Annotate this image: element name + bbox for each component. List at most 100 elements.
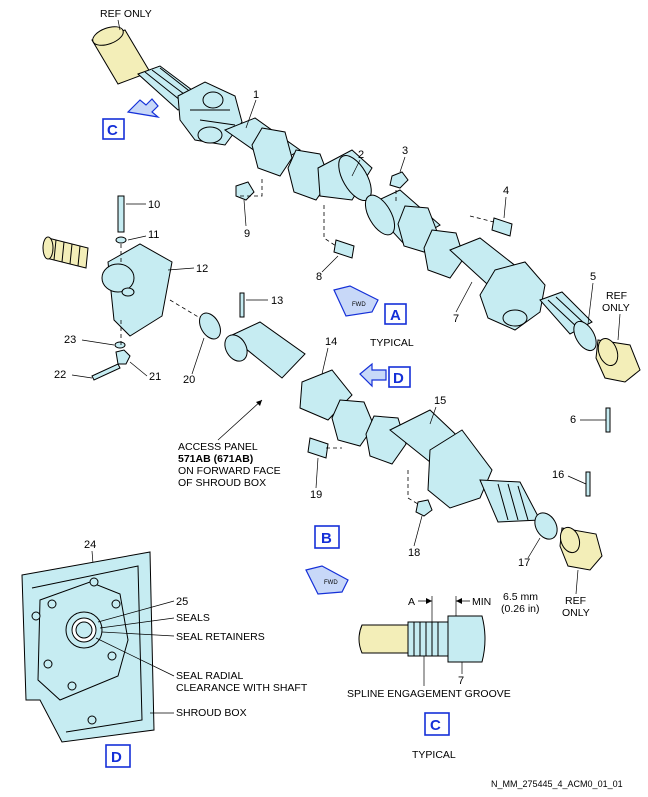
view-c-arrow	[126, 98, 161, 118]
view-box-b-label: B	[321, 530, 332, 547]
detail-c-spline: A MIN 6.5 mm (0.26 in) SPLINE ENGAGEMENT…	[347, 591, 540, 761]
fwd-label-a: FWD	[352, 302, 366, 308]
fwd-label-b: FWD	[324, 580, 338, 586]
dimension-min-label: MIN	[472, 596, 491, 608]
callout-1: 1	[253, 89, 259, 101]
view-box-c-top	[102, 118, 125, 140]
spline-shaft-ref-left	[42, 236, 89, 269]
spline-15	[479, 479, 541, 523]
callout-9: 9	[244, 228, 250, 240]
pin-16	[585, 471, 591, 497]
fwd-arrow-a	[333, 285, 379, 317]
callout-7: 7	[453, 313, 459, 325]
flange-1a	[251, 127, 293, 177]
view-box-b	[314, 525, 340, 549]
seals-label: SEALS	[176, 612, 210, 624]
callout-5: 5	[590, 271, 596, 283]
lower-shaft-assembly: D ACCESS PANEL 571AB (671AB) ON FORWARD …	[42, 195, 603, 619]
callout-6: 6	[570, 414, 576, 426]
bolt-4	[491, 217, 513, 237]
bolt-8	[333, 239, 355, 259]
boot-15	[427, 429, 493, 509]
nut-21	[115, 349, 131, 365]
view-box-c-top-label: C	[107, 122, 118, 139]
seal-ring-5	[573, 320, 597, 352]
flange-7b	[423, 229, 465, 279]
flange-15a	[365, 415, 407, 465]
seal-assembly	[65, 611, 103, 649]
bearing-housing-12	[101, 243, 173, 337]
seal-retainers-label: SEAL RETAINERS	[176, 631, 265, 643]
view-box-a	[384, 303, 407, 325]
drawing-id: N_MM_275445_4_ACM0_01_01	[491, 779, 623, 789]
callout-18: 18	[408, 547, 420, 559]
callout-15: 15	[434, 395, 446, 407]
access-panel-label-3: ON FORWARD FACE	[178, 465, 281, 477]
view-box-d-arrow-label: D	[393, 370, 404, 387]
access-panel-label-2: 571AB (671AB)	[178, 453, 253, 465]
callout-2: 2	[358, 149, 364, 161]
callout-23: 23	[64, 334, 76, 346]
callout-16: 16	[552, 469, 564, 481]
seal-17	[534, 512, 558, 540]
spline-hub-7	[447, 615, 486, 663]
spline-groove-label: SPLINE ENGAGEMENT GROOVE	[347, 688, 511, 700]
callout-12: 12	[196, 263, 208, 275]
dimension-a-label: A	[408, 596, 415, 608]
callout-19: 19	[310, 489, 322, 501]
callout-13: 13	[271, 295, 283, 307]
pin-13	[239, 292, 245, 318]
ref-only-label-right-1: REF	[606, 290, 627, 302]
ref-only-label-right-2: ONLY	[602, 302, 630, 314]
detail-d-shroud-box: SEALS SEAL RETAINERS SEAL RADIAL CLEARAN…	[21, 551, 308, 768]
callout-7-detail: 7	[458, 675, 464, 687]
view-box-d-arrow	[388, 366, 411, 388]
bolt-10	[117, 195, 125, 233]
ref-only-sleeve-bottom	[559, 526, 603, 571]
callout-8: 8	[316, 271, 322, 283]
seal-radial-label-1: SEAL RADIAL	[176, 670, 243, 682]
seal-20	[199, 312, 221, 340]
access-panel-label-4: OF SHROUD BOX	[178, 477, 266, 489]
nut-3	[389, 171, 409, 189]
washer-23	[114, 341, 126, 349]
bolt-19	[307, 437, 329, 459]
washer-11	[115, 236, 127, 244]
ref-only-label-top: REF ONLY	[100, 8, 152, 20]
universal-joint-bottom	[479, 261, 546, 331]
view-box-c-detail-label: C	[430, 717, 441, 734]
typical-label-c: TYPICAL	[412, 749, 456, 761]
ref-only-sleeve-right	[595, 337, 641, 383]
shroud-bolts	[31, 577, 121, 725]
typical-label-a: TYPICAL	[370, 337, 414, 349]
callout-4: 4	[503, 185, 509, 197]
callout-3: 3	[402, 145, 408, 157]
top-shaft-assembly: C FWD A TYPICAL REF ONLY REF ONLY	[91, 8, 641, 433]
callout-21: 21	[149, 371, 161, 383]
callout-25: 25	[176, 596, 188, 608]
pin-6	[605, 407, 611, 433]
pin-22	[91, 363, 121, 381]
view-box-a-label: A	[390, 307, 401, 324]
callout-22: 22	[54, 369, 66, 381]
ref-only-sleeve-top	[91, 26, 151, 85]
access-panel-leader	[217, 399, 263, 441]
ref-only-label-bottom-2: ONLY	[562, 607, 590, 619]
dimension-in-label: (0.26 in)	[501, 603, 540, 615]
callout-14: 14	[325, 336, 337, 348]
shroud-box-label: SHROUD BOX	[176, 707, 247, 719]
view-d-arrow	[359, 362, 387, 388]
callout-11: 11	[148, 229, 159, 241]
view-box-c-detail	[424, 712, 450, 736]
access-panel-label-1: ACCESS PANEL	[178, 441, 258, 453]
flange-14a	[331, 399, 375, 447]
shaft-14a	[229, 321, 306, 379]
view-box-d-detail-label: D	[111, 749, 122, 766]
seal-radial-label-2: CLEARANCE WITH SHAFT	[176, 682, 308, 694]
nut-9	[235, 181, 255, 201]
view-box-d-detail	[105, 744, 131, 768]
callout-24: 24	[84, 539, 96, 551]
ref-only-label-bottom-1: REF	[565, 595, 586, 607]
